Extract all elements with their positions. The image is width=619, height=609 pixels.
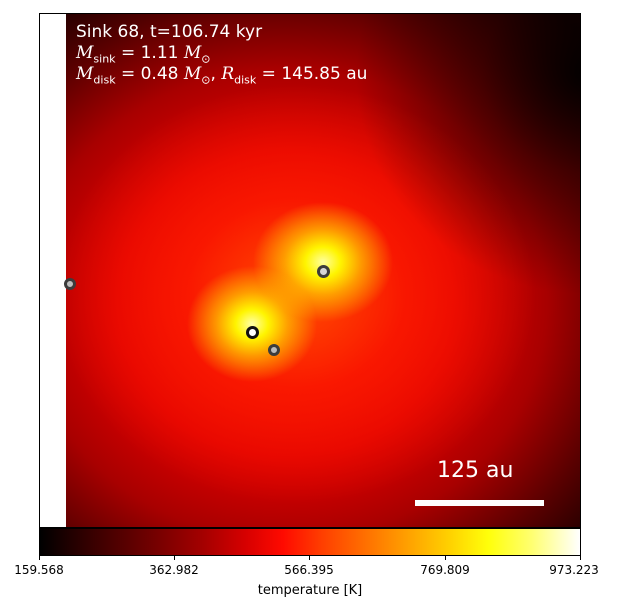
msink-value: = 1.11 — [115, 43, 184, 63]
colorbar-tick-label: 566.395 — [284, 563, 334, 577]
colorbar-tick-label: 973.223 — [549, 563, 599, 577]
rdisk-symbol: R — [221, 64, 235, 84]
colorbar-tick — [580, 556, 581, 560]
colorbar-label: temperature [K] — [257, 583, 363, 598]
colorbar-tick — [309, 556, 310, 560]
sink-particle-marker — [64, 278, 76, 290]
colorbar-tick — [39, 556, 40, 560]
colorbar-tick — [445, 556, 446, 560]
colorbar-tick — [174, 556, 175, 560]
colorbar-tick-label: 362.982 — [149, 563, 199, 577]
rdisk-value: = 145.85 au — [256, 64, 368, 84]
colorbar-tick-label: 769.809 — [420, 563, 470, 577]
scalebar — [415, 500, 544, 506]
msink-unit-subscript: ⊙ — [201, 52, 211, 66]
mdisk-symbol: M — [76, 64, 94, 84]
sink-particle-marker — [317, 265, 330, 278]
mdisk-unit: M — [183, 64, 202, 84]
separator: , — [210, 64, 222, 84]
msink-subscript: sink — [93, 52, 116, 66]
temperature-map-panel: Sink 68, t=106.74 kyr Msink = 1.11 M⊙ Md… — [39, 13, 581, 528]
mdisk-subscript: disk — [93, 73, 116, 87]
scalebar-label: 125 au — [437, 458, 514, 483]
mdisk-unit-subscript: ⊙ — [201, 73, 211, 87]
sink-mass-label: Msink = 1.11 M⊙ — [76, 43, 211, 65]
colorbar-tick-label: 159.568 — [14, 563, 64, 577]
msink-symbol: M — [76, 43, 94, 63]
sink-particle-marker — [268, 344, 280, 356]
disk-properties-label: Mdisk = 0.48 M⊙, Rdisk = 145.85 au — [76, 64, 367, 86]
msink-unit: M — [183, 43, 202, 63]
primary-sink-marker — [246, 326, 259, 339]
mdisk-value: = 0.48 — [115, 64, 184, 84]
rdisk-subscript: disk — [234, 73, 257, 87]
sink-time-label: Sink 68, t=106.74 kyr — [76, 22, 263, 42]
temperature-colorbar — [39, 528, 581, 556]
